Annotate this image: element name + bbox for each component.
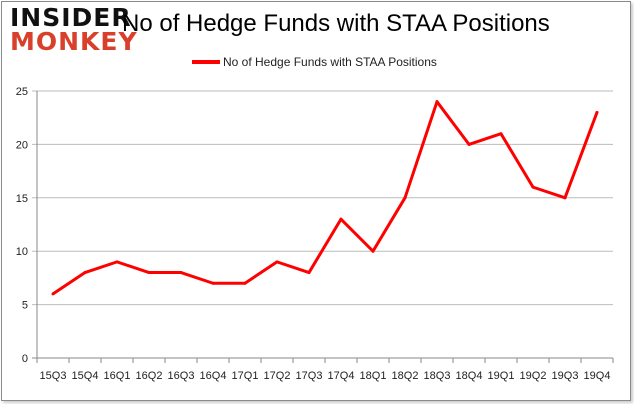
x-tick-label: 19Q3 bbox=[552, 370, 579, 382]
series-line bbox=[52, 100, 599, 296]
x-tick-label: 18Q1 bbox=[360, 370, 387, 382]
chart-title: No of Hedge Funds with STAA Positions bbox=[122, 10, 550, 37]
data-point bbox=[179, 271, 183, 275]
x-tick-label: 18Q4 bbox=[456, 370, 483, 382]
data-point bbox=[211, 281, 215, 285]
data-point bbox=[435, 100, 439, 104]
data-point bbox=[83, 271, 87, 275]
x-tick-label: 17Q3 bbox=[296, 370, 323, 382]
x-tick-label: 17Q2 bbox=[264, 370, 291, 382]
x-tick-label: 18Q3 bbox=[424, 370, 451, 382]
x-tick-label: 19Q1 bbox=[488, 370, 515, 382]
data-point bbox=[531, 185, 535, 189]
y-tick-label: 10 bbox=[16, 246, 28, 258]
y-tick-label: 15 bbox=[16, 193, 28, 205]
data-point bbox=[243, 281, 247, 285]
x-tick-label: 16Q4 bbox=[200, 370, 227, 382]
x-tick-label: 19Q4 bbox=[584, 370, 611, 382]
x-tick-label: 17Q1 bbox=[232, 370, 259, 382]
y-tick-label: 25 bbox=[16, 86, 28, 98]
data-point bbox=[147, 271, 151, 275]
x-tick-label: 15Q4 bbox=[72, 370, 99, 382]
data-point bbox=[595, 110, 599, 114]
data-point bbox=[339, 217, 343, 221]
legend-label: No of Hedge Funds with STAA Positions bbox=[223, 55, 437, 69]
x-tick-label: 19Q2 bbox=[520, 370, 547, 382]
x-tick-label: 16Q1 bbox=[104, 370, 131, 382]
x-tick-label: 18Q2 bbox=[392, 370, 419, 382]
x-tick-label: 16Q3 bbox=[168, 370, 195, 382]
data-point bbox=[403, 196, 407, 200]
data-point bbox=[307, 271, 311, 275]
x-tick-label: 16Q2 bbox=[136, 370, 163, 382]
y-tick-label: 20 bbox=[16, 139, 28, 151]
logo-line2: MONKEY bbox=[10, 27, 138, 56]
y-tick-label: 5 bbox=[22, 300, 28, 312]
y-tick-label: 0 bbox=[22, 353, 28, 365]
x-tick-label: 15Q3 bbox=[40, 370, 67, 382]
data-point bbox=[499, 132, 503, 136]
data-point bbox=[51, 292, 55, 296]
logo-line1: INSIDER bbox=[10, 3, 132, 32]
data-point bbox=[467, 142, 471, 146]
data-point bbox=[563, 196, 567, 200]
data-point bbox=[115, 260, 119, 264]
data-point bbox=[275, 260, 279, 264]
data-point bbox=[371, 249, 375, 253]
x-tick-label: 17Q4 bbox=[328, 370, 355, 382]
insider-monkey-logo: INSIDER MONKEY bbox=[10, 3, 138, 56]
